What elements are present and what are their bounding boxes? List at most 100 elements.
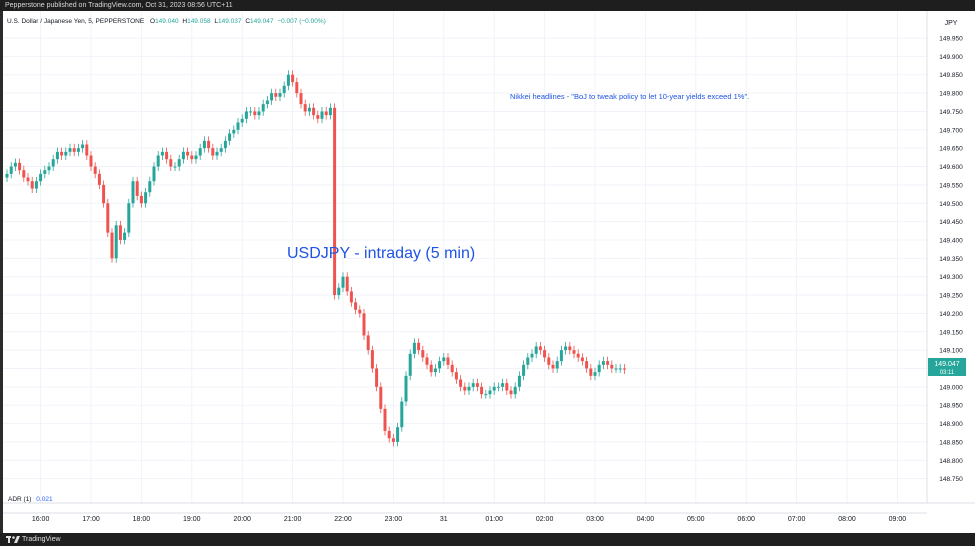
price-chart[interactable]: 149.950 149.900 149.850 149.800 149.750 149.7…: [3, 11, 975, 533]
candle-body: [312, 107, 316, 116]
x-tick-label: 18:00: [133, 516, 151, 523]
candle-body: [165, 151, 169, 160]
candle-body: [492, 386, 496, 391]
y-tick-label: 148.850: [939, 439, 963, 446]
last-price-badge: 149.047 03:11: [928, 358, 966, 376]
x-tick-label: 05:00: [687, 516, 705, 523]
candle-body: [463, 386, 467, 391]
x-tick-label: 21:00: [284, 516, 302, 523]
candle-body: [450, 364, 454, 373]
tradingview-logo-icon: [6, 536, 20, 543]
y-tick-label: 149.800: [939, 91, 963, 98]
footer-bar: TradingView: [0, 533, 975, 546]
candle-body: [156, 155, 160, 167]
candle-body: [572, 350, 576, 354]
candle-body: [85, 144, 89, 156]
y-tick-label: 148.900: [939, 421, 963, 428]
candle-body: [64, 151, 68, 156]
y-tick-label: 149.350: [939, 256, 963, 263]
candle-body: [139, 195, 143, 204]
candle-body: [387, 430, 391, 439]
grid: [3, 11, 927, 503]
candle-body: [606, 361, 610, 365]
candle-body: [417, 342, 421, 351]
time-axis[interactable]: 16:00 17:00 18:00 19:00 20:00 21:00 22:00 23:00…: [32, 516, 906, 523]
candle-body: [547, 357, 551, 365]
candle-body: [475, 383, 479, 387]
candle-body: [517, 375, 521, 387]
candle-body: [307, 107, 311, 112]
candle-body: [198, 148, 202, 156]
candle-body: [152, 166, 156, 182]
candle-body: [341, 276, 345, 288]
candle-body: [43, 170, 47, 174]
candle-body: [568, 346, 572, 351]
candle-body: [438, 361, 442, 369]
price-axis[interactable]: 149.950 149.900 149.850 149.800 149.750 149.7…: [939, 36, 963, 484]
candle-body: [76, 148, 80, 152]
candle-body: [412, 342, 416, 354]
candle-body: [370, 350, 374, 369]
x-tick-label: 07:00: [788, 516, 806, 523]
candle-body: [181, 151, 185, 160]
candle-body: [228, 133, 232, 141]
candle-body: [459, 379, 463, 387]
candle-body: [93, 166, 97, 174]
x-tick-label: 08:00: [838, 516, 856, 523]
indicator-label: ADR (1) 0.021: [8, 496, 53, 503]
candle-body: [349, 291, 353, 303]
candle-body: [47, 166, 51, 171]
brand-text: TradingView: [22, 536, 61, 543]
y-tick-label: 149.100: [939, 348, 963, 355]
candle-body: [366, 335, 370, 351]
candle-body: [194, 155, 198, 160]
candle-body: [286, 74, 290, 86]
candle-body: [144, 192, 148, 204]
candle-body: [60, 151, 64, 156]
candle-body: [26, 177, 30, 182]
candle-body: [496, 386, 500, 388]
candle-body: [207, 140, 211, 149]
x-tick-label: 19:00: [183, 516, 201, 523]
candle-body: [543, 350, 547, 358]
candle-body: [328, 107, 332, 116]
candle-body: [421, 350, 425, 358]
candle-body: [580, 357, 584, 362]
candle-body: [219, 148, 223, 152]
y-tick-label: 149.700: [939, 127, 963, 134]
candle-body: [22, 170, 26, 178]
candle-body: [555, 361, 559, 369]
candle-body: [160, 151, 164, 156]
candle-body: [614, 368, 618, 370]
candle-body: [223, 140, 227, 149]
candle-body: [362, 313, 366, 336]
candle-body: [446, 357, 450, 365]
candle-body: [429, 364, 433, 373]
candle-body: [240, 118, 244, 123]
candle-body: [345, 276, 349, 292]
candle-body: [576, 353, 580, 358]
y-tick-label: 148.750: [939, 476, 963, 483]
candle-body: [488, 390, 492, 395]
candle-body: [34, 181, 38, 189]
candle-body: [72, 148, 76, 152]
candle-body: [30, 181, 34, 189]
candle-body: [408, 353, 412, 376]
candle-body: [13, 162, 17, 167]
candles: [5, 70, 626, 447]
x-tick-label: 04:00: [637, 516, 655, 523]
y-tick-label: 149.900: [939, 54, 963, 61]
candle-body: [337, 287, 341, 296]
candle-body: [270, 93, 274, 101]
candle-body: [513, 386, 517, 395]
x-tick-label: 20:00: [233, 516, 251, 523]
candle-body: [425, 357, 429, 365]
candle-body: [118, 225, 122, 240]
candle-body: [291, 74, 295, 83]
y-tick-label: 149.200: [939, 311, 963, 318]
candle-body: [564, 346, 568, 351]
x-tick-label: 03:00: [586, 516, 604, 523]
candle-body: [333, 107, 337, 296]
candle-body: [135, 181, 139, 196]
candle-body: [173, 166, 177, 168]
